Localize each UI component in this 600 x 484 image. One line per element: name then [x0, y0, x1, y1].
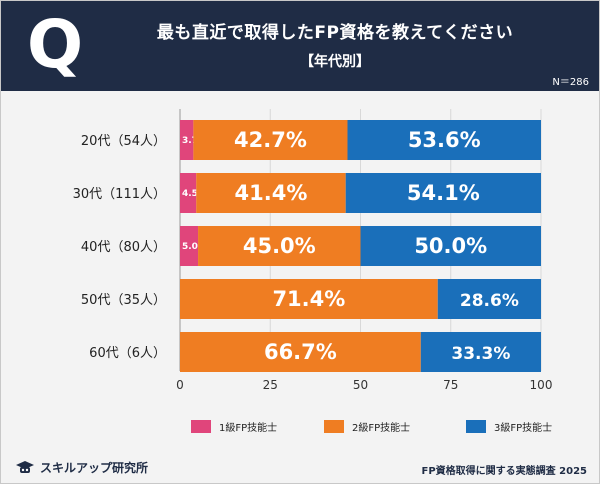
data-label: 33.3%: [451, 344, 510, 364]
header-banner: Q 最も直近で取得したFP資格を教えてください 【年代別】 N＝286: [1, 1, 599, 91]
bar-segment: [180, 120, 194, 160]
stacked-bar-chart: 20代（54人）3.7%42.7%53.6%30代（111人）4.5%41.4%…: [73, 109, 553, 434]
legend-swatch: [191, 420, 211, 433]
data-label: 42.7%: [234, 128, 307, 152]
bar-segment: [180, 173, 197, 213]
data-label: 4.5%: [182, 189, 207, 199]
data-label: 45.0%: [243, 234, 316, 258]
bar-segment: [345, 173, 541, 213]
data-label: 28.6%: [460, 291, 519, 311]
x-tick-label: 0: [176, 378, 184, 392]
data-label: 50.0%: [414, 234, 487, 258]
legend-label: 2級FP技能士: [352, 421, 410, 434]
data-label: 66.7%: [264, 340, 337, 364]
bar-segment: [196, 173, 346, 213]
graduation-cap-icon: [16, 460, 34, 473]
page-subtitle: 【年代別】: [300, 54, 370, 70]
data-label: 53.6%: [408, 128, 481, 152]
x-tick-label: 25: [263, 378, 278, 392]
data-label: 71.4%: [272, 287, 345, 311]
bar-segment: [180, 279, 438, 319]
bar-segment: [360, 226, 541, 266]
category-label: 40代（80人）: [81, 240, 166, 255]
data-label: 41.4%: [235, 181, 308, 205]
bar-segment: [347, 120, 541, 160]
data-label: 54.1%: [407, 181, 480, 205]
survey-note: FP資格取得に関する実態調査 2025: [421, 466, 587, 477]
sample-size: N＝286: [552, 77, 589, 88]
category-label: 50代（35人）: [81, 293, 166, 308]
legend-label: 1級FP技能士: [219, 421, 277, 434]
bar-segment: [180, 226, 199, 266]
page-title: 最も直近で取得したFP資格を教えてください: [156, 23, 514, 43]
category-label: 60代（6人）: [89, 346, 166, 361]
legend-swatch: [324, 420, 344, 433]
bar-segment: [198, 226, 361, 266]
category-label: 20代（54人）: [81, 134, 166, 149]
legend-label: 3級FP技能士: [494, 421, 552, 434]
legend-swatch: [466, 420, 486, 433]
brand-logo: スキルアップ研究所: [15, 459, 148, 476]
q-mark: Q: [26, 6, 84, 83]
x-tick-label: 50: [353, 378, 368, 392]
bar-segment: [193, 120, 348, 160]
bar-segment: [420, 332, 541, 372]
brand-name: スキルアップ研究所: [40, 461, 149, 475]
x-tick-label: 75: [443, 378, 458, 392]
bar-segment: [437, 279, 541, 319]
category-label: 30代（111人）: [73, 187, 166, 202]
data-label: 5.0%: [182, 242, 207, 252]
bar-segment: [180, 332, 421, 372]
x-tick-label: 100: [530, 378, 553, 392]
